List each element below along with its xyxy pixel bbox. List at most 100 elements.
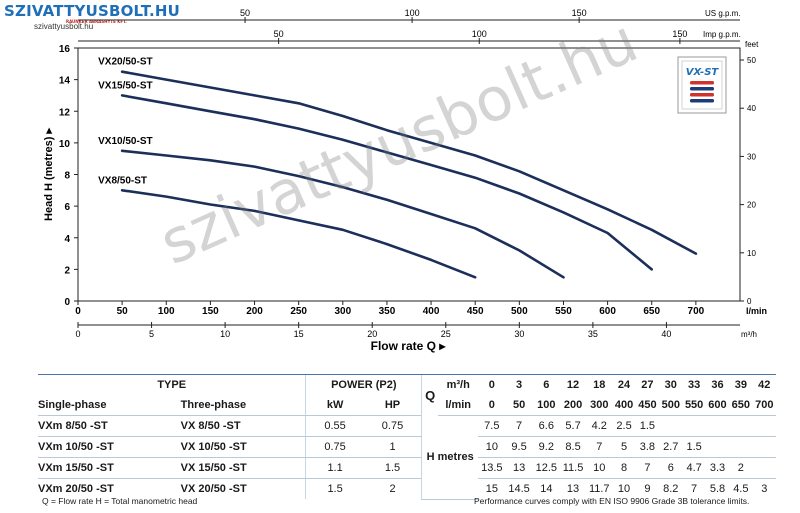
head-value: 7.5 [478,415,506,437]
feet-tick-label: 30 [747,152,756,161]
feet-tick-label: 20 [747,201,756,210]
head-value: 7 [691,483,698,495]
series-point [253,118,256,120]
x-tick-label: 50 [117,306,129,317]
head-value: 7 [505,415,533,437]
series-label: VX20/50-ST [98,57,152,68]
series-line [120,70,698,255]
m3h-value: 0 [478,374,506,395]
head-value: 1.5 [635,415,660,437]
head-value: 13 [505,457,533,479]
y-tick-label: 8 [64,171,70,182]
series-point [298,102,300,104]
feet-tick-label: 0 [747,297,752,306]
vx-badge-stripe [690,81,714,85]
single-phase-model: VXm 8/50 -ST [38,415,181,437]
head-value [682,415,706,437]
head-value [752,457,776,479]
series-point [386,129,388,131]
brand-name: SZIVATTYUSBOLT.HU [4,2,180,20]
m3h-unit: m³/h [741,330,757,339]
h-metres-label: H metres [421,415,479,500]
power-kw: 1.1 [305,457,364,479]
hp-header: HP [363,395,422,416]
series-point [121,150,123,152]
series-point [298,219,300,221]
m3h-value: 6 [532,374,560,395]
x-tick-label: 350 [379,306,396,317]
q-label: Q [421,374,439,416]
series-point [607,208,609,210]
m3h-value: 18 [586,374,613,395]
head-value: 5 [612,436,636,458]
vx-badge-stripe [690,99,714,103]
series-point [607,232,609,234]
m3h-tick-label: 20 [367,329,377,339]
table-row: VXm 10/50 -ST VX 10/50 -ST 0.75 1 10 9.5 9.2 8.… [38,436,776,458]
series-point [298,128,300,130]
y-axis-label: Head H (metres) ▸ [43,128,55,221]
footer-legend: Q = Flow rate H = Total manometric head [42,496,198,506]
head-value [752,415,776,437]
head-value: 7 [635,457,660,479]
head-value: 8 [612,457,636,479]
x-unit-label: l/min [746,306,767,316]
series-label: VX15/50-ST [98,80,152,91]
us-gpm-tick-label: 100 [405,8,420,18]
head-value [729,415,753,437]
series-point [253,165,256,168]
us-gpm-tick-label: 150 [572,8,587,18]
head-value: 3.8 [635,436,660,458]
power-hp: 1.5 [363,457,422,479]
series-point [121,94,123,97]
head-value: 7 [586,436,613,458]
brand-logo: SZIVATTYUSBOLT.HU RAUNKER ABRASHYTE KFT. [4,2,180,25]
head-value: 9 [644,483,651,495]
x-tick-label: 100 [158,306,175,317]
series-point [209,110,211,112]
series-line [120,149,565,279]
feet-tick-label: 10 [747,249,756,258]
x-axis-label: Flow rate Q ▸ [371,339,447,353]
three-phase-model: VX 8/50 -ST [180,415,306,437]
series-point [430,259,432,261]
head-value: 9.2 [532,436,560,458]
x-tick-label: 500 [511,306,528,317]
head-value: 2.7 [659,436,683,458]
plot-frame [77,47,741,302]
lmin-value: 50 [505,395,533,416]
power-kw: 0.75 [305,436,364,458]
series-point [209,86,211,89]
performance-table-grid: TYPE POWER (P2) Q m³/h 0 3 6 12 18 24 27 30 33 36… [38,374,776,500]
head-value: 5.7 [559,415,587,437]
brand-tagline: RAUNKER ABRASHYTE KFT. [66,19,127,24]
x-tick-label: 450 [467,306,484,317]
head-value: 8.2 [663,483,679,495]
vx-badge-inner [681,60,723,110]
us-gpm-unit: US g.p.m. [705,9,741,18]
series-point [518,170,520,172]
x-tick-label: 400 [423,306,440,317]
series-point [562,276,565,278]
y-tick-label: 4 [64,234,70,245]
imp-gpm-tick-label: 50 [274,29,284,39]
m3h-value: 30 [659,374,683,395]
head-value: 4.2 [586,415,613,437]
head-value: 8.5 [559,436,587,458]
feet-axis-label: feet [745,40,759,49]
series-point [165,102,167,104]
site-url: szivattyusbolt.hu [34,22,94,31]
series-label: VX10/50-ST [98,136,152,147]
imp-gpm-unit: Imp g.p.m. [703,30,741,39]
table-row: VXm 15/50 -ST VX 15/50 -ST 1.1 1.5 13.5 13 12.… [38,457,776,479]
lmin-value: 100 [532,395,560,416]
imp-gpm-tick-label: 150 [672,29,687,39]
series-point [165,196,167,198]
head-value [705,436,730,458]
series-point [695,252,697,255]
vx-badge-stripe [690,87,714,91]
head-value: 4.7 [682,457,706,479]
series-point [342,229,344,231]
x-tick-label: 0 [75,306,81,317]
head-value: 11.7 [588,483,610,495]
